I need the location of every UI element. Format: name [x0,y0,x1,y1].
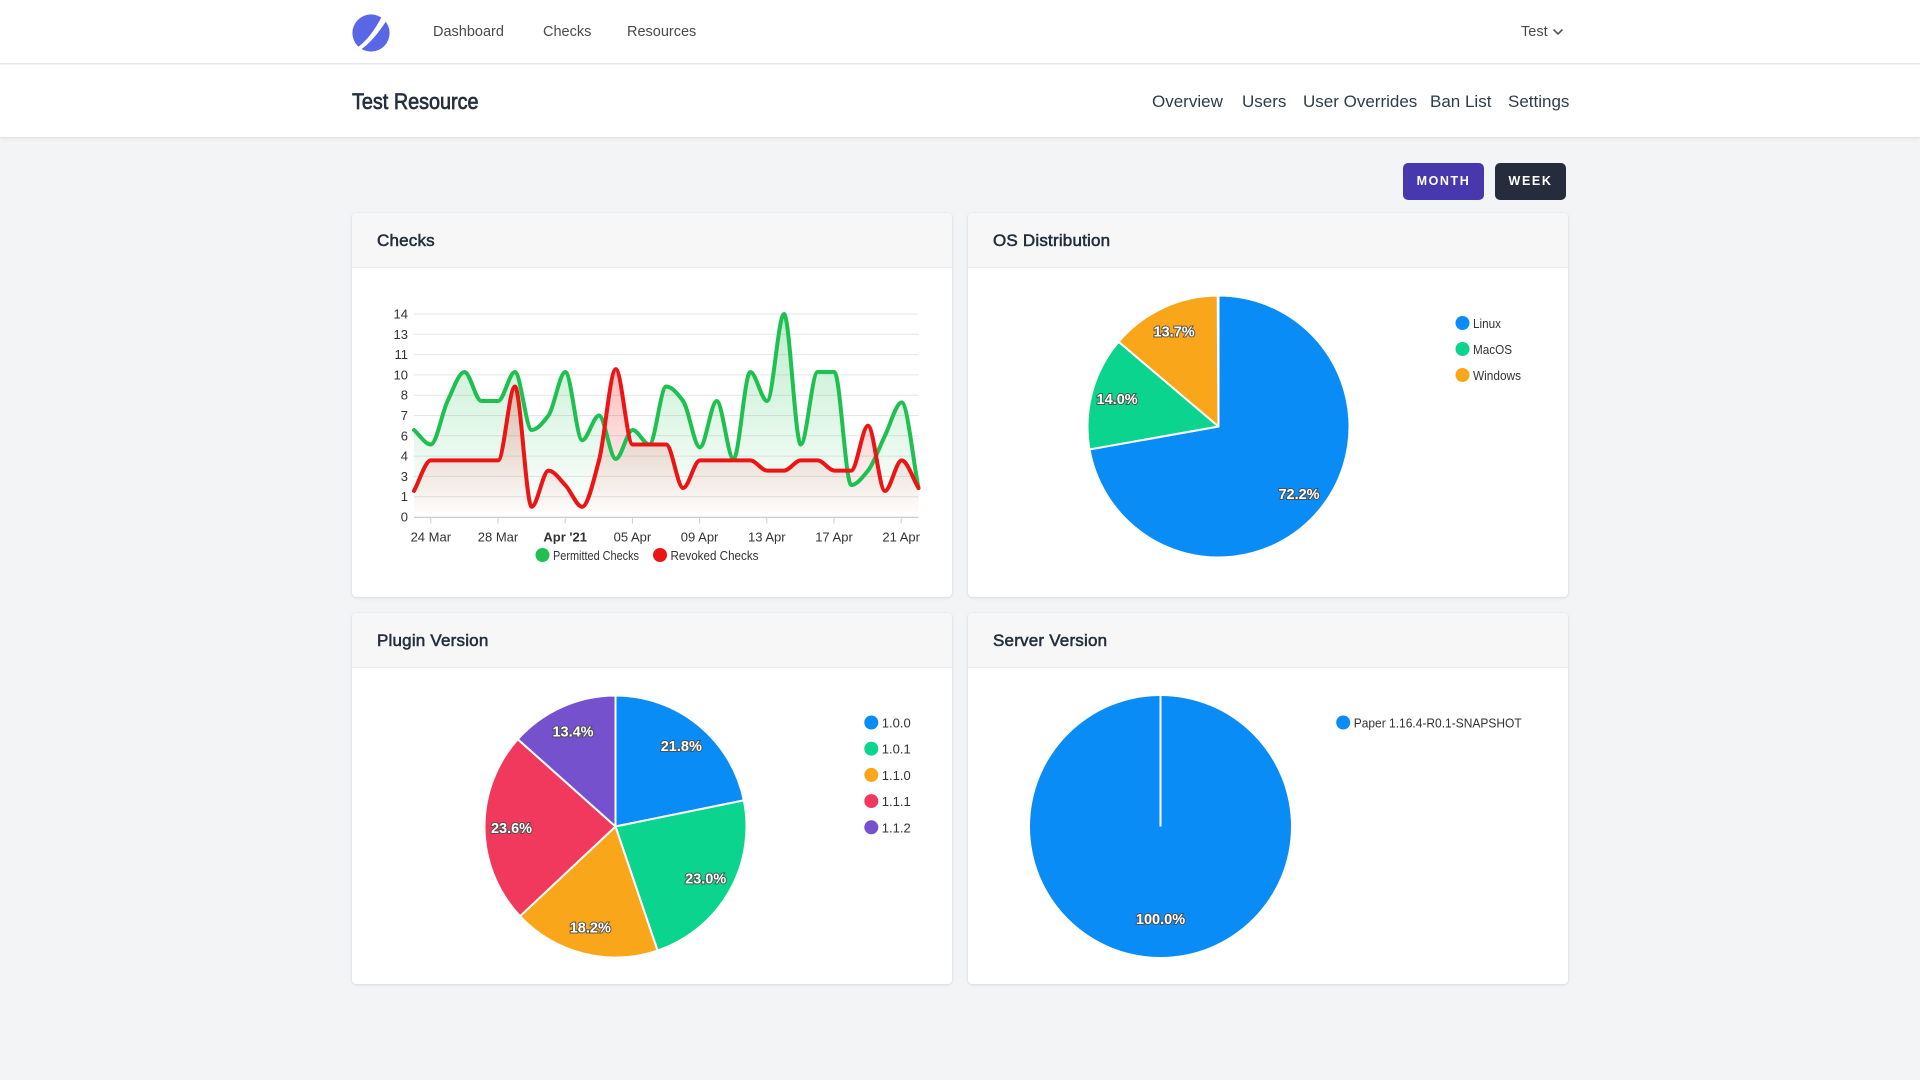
svg-text:18.2%: 18.2% [570,920,611,936]
svg-text:28 Mar: 28 Mar [478,530,519,545]
svg-text:72.2%: 72.2% [1278,487,1319,503]
svg-text:23.6%: 23.6% [491,821,532,837]
svg-text:Apr '21: Apr '21 [543,530,587,545]
svg-text:1.1.0: 1.1.0 [882,768,911,783]
svg-text:3: 3 [401,469,408,484]
svg-text:Linux: Linux [1473,316,1501,331]
svg-text:11: 11 [395,347,409,362]
svg-text:4: 4 [401,449,408,464]
svg-text:7: 7 [401,408,408,423]
svg-text:1.1.1: 1.1.1 [882,794,911,809]
svg-text:14: 14 [394,307,408,322]
svg-text:13 Apr: 13 Apr [748,530,786,545]
svg-text:21 Apr: 21 Apr [882,530,920,545]
svg-text:Revoked Checks: Revoked Checks [671,548,759,563]
svg-text:0: 0 [401,510,408,525]
svg-text:10: 10 [394,367,408,382]
svg-text:09 Apr: 09 Apr [681,530,719,545]
svg-text:13: 13 [394,327,408,342]
svg-text:23.0%: 23.0% [685,871,726,887]
svg-text:1.1.2: 1.1.2 [882,820,911,835]
svg-text:100.0%: 100.0% [1136,912,1185,928]
svg-text:8: 8 [401,388,408,403]
svg-text:17 Apr: 17 Apr [815,530,853,545]
svg-text:14.0%: 14.0% [1097,392,1138,408]
svg-text:Windows: Windows [1473,368,1521,383]
svg-text:05 Apr: 05 Apr [614,530,652,545]
svg-text:MacOS: MacOS [1473,342,1512,357]
svg-text:Paper 1.16.4-R0.1-SNAPSHOT: Paper 1.16.4-R0.1-SNAPSHOT [1354,716,1522,731]
svg-text:1.0.0: 1.0.0 [882,716,911,731]
svg-text:21.8%: 21.8% [661,739,702,755]
svg-text:1: 1 [401,489,408,504]
svg-text:1.0.1: 1.0.1 [882,742,911,757]
svg-text:24 Mar: 24 Mar [411,530,452,545]
svg-text:13.4%: 13.4% [552,725,593,741]
svg-text:13.7%: 13.7% [1154,324,1195,340]
svg-text:6: 6 [401,428,408,443]
svg-text:Permitted Checks: Permitted Checks [553,548,639,563]
